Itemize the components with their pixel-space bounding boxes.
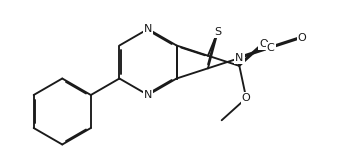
- Text: S: S: [214, 27, 221, 37]
- Text: N: N: [144, 90, 152, 100]
- Text: O: O: [242, 93, 251, 103]
- Text: O: O: [260, 39, 268, 49]
- Text: N: N: [235, 53, 244, 63]
- Text: N: N: [144, 24, 152, 34]
- Text: O: O: [298, 33, 306, 43]
- Text: C: C: [267, 43, 275, 53]
